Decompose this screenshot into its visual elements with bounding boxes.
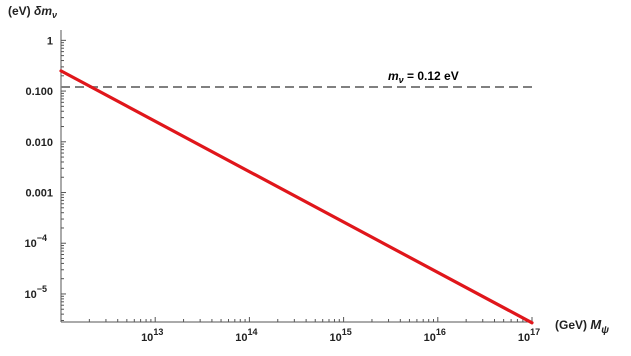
- y-tick-label: 0.100: [25, 86, 53, 98]
- x-tick-label: 1013: [141, 327, 163, 344]
- x-axis-label: (GeV) Mψ: [555, 317, 609, 336]
- y-tick-label: 10−4: [24, 233, 47, 250]
- y-tick-label: 10−5: [24, 284, 47, 301]
- series-line: [59, 69, 534, 325]
- x-tick-label: 1015: [329, 327, 351, 344]
- y-tick-label: 0.010: [25, 137, 53, 149]
- y-axis-label: (eV) δmν: [8, 4, 57, 20]
- y-tick-label: 1: [47, 35, 53, 47]
- x-tick-label: 1014: [235, 327, 257, 344]
- reference-line-label: mν = 0.12 eV: [388, 69, 459, 85]
- y-tick-labels: 1 0.100 0.010 0.001 10−4 10−5: [24, 35, 53, 301]
- x-tick-label: 1017: [518, 327, 540, 344]
- tick-marks: [60, 39, 533, 322]
- x-tick-label: 1016: [424, 327, 446, 344]
- x-tick-labels: 1013 1014 1015 1016 1017: [141, 327, 540, 344]
- y-tick-label: 0.001: [25, 188, 53, 200]
